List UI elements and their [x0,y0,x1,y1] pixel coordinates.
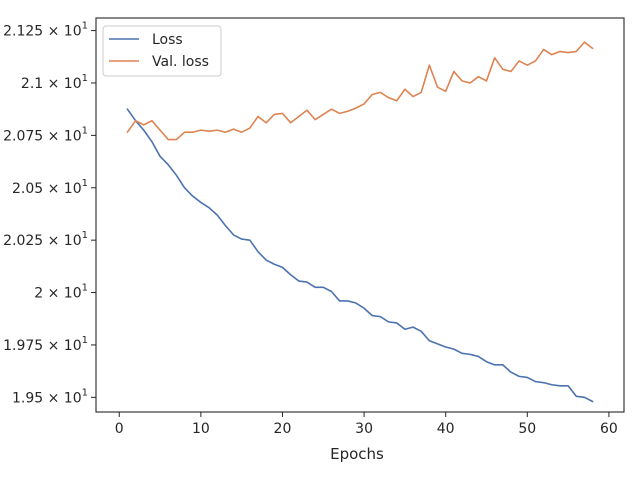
x-tick-label: 10 [192,421,210,437]
x-tick-label: 40 [437,421,455,437]
x-tick-label: 20 [274,421,292,437]
y-tick-label: 2.125 × 101 [3,21,88,40]
legend-label-loss: Loss [152,32,183,48]
y-tick-label: 1.95 × 101 [12,387,88,406]
legend-label-val-loss: Val. loss [152,54,209,70]
series-line-loss [126,108,594,403]
x-tick-label: 50 [518,421,536,437]
x-axis-label: Epochs [330,445,384,463]
x-axis: 0 10 20 30 40 50 60 [115,412,618,437]
x-tick-label: 60 [600,421,618,437]
y-tick-label: 2.05 × 101 [12,178,88,197]
x-tick-label: 0 [115,421,124,437]
y-axis: 1.95 × 101 1.975 × 101 2 × 101 2.025 × 101 2… [3,21,96,406]
y-tick-label: 2.075 × 101 [3,125,88,144]
series-line-val-loss [126,41,594,141]
y-tick-label: 2.1 × 101 [21,73,88,92]
y-tick-label: 2.025 × 101 [3,230,88,249]
series-lines [126,41,594,403]
legend: Loss Val. loss [102,25,222,77]
x-tick-label: 30 [355,421,373,437]
y-tick-label: 1.975 × 101 [3,335,88,354]
y-tick-label: 2 × 101 [34,283,88,302]
plot-area [95,17,625,413]
